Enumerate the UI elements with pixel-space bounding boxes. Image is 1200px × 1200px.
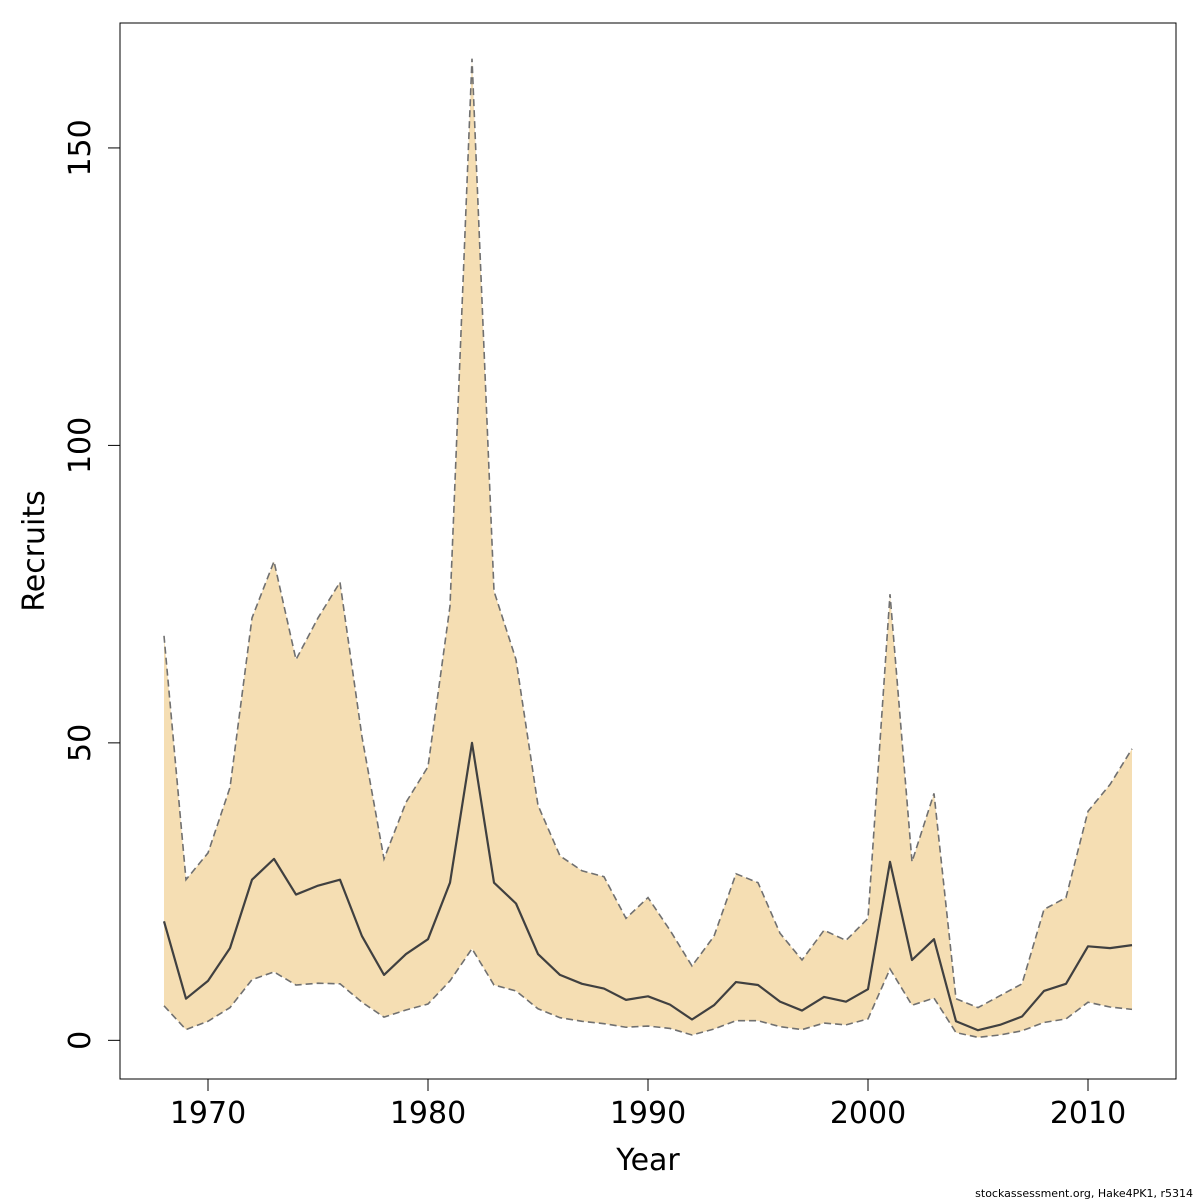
x-axis-title: Year <box>615 1143 680 1178</box>
series-line-layer <box>162 58 1133 1039</box>
credit-text: stockassessment.org, Hake4PK1, r5314 <box>975 1187 1193 1200</box>
estimate-line <box>162 741 1133 1032</box>
y-tick-label: 150 <box>63 119 98 176</box>
x-tick-label: 1990 <box>610 1096 686 1131</box>
x-tick-label: 1980 <box>390 1096 466 1131</box>
x-tick-label: 1970 <box>170 1096 246 1131</box>
y-tick-label: 0 <box>63 1031 98 1050</box>
y-axis-title: Recruits <box>17 490 52 612</box>
x-axis: 1970 1980 1990 2000 2010 <box>170 1078 1126 1131</box>
y-axis: 0 50 100 150 <box>63 119 121 1050</box>
y-tick-label: 50 <box>63 724 98 762</box>
confidence-band-layer <box>164 58 1132 1038</box>
lower-bound-line <box>163 947 1133 1039</box>
x-tick-label: 2010 <box>1050 1096 1126 1131</box>
x-tick-label: 2000 <box>830 1096 906 1131</box>
confidence-band <box>164 58 1132 1038</box>
y-tick-label: 100 <box>63 417 98 474</box>
upper-bound-line <box>163 58 1133 1009</box>
